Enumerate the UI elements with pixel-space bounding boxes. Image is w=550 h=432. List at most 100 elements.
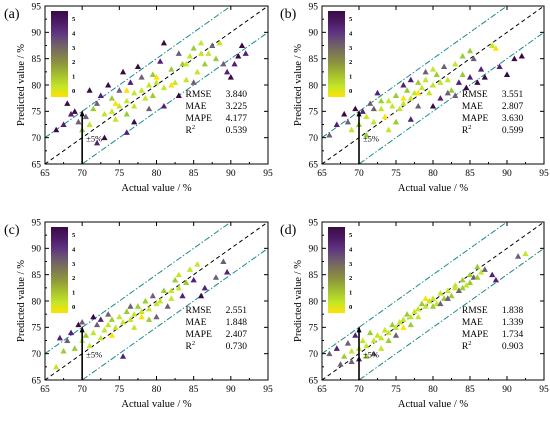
metric-value: 0.730 [226, 342, 248, 352]
colorbar-tick-label: 0 [349, 304, 352, 311]
data-point [352, 105, 359, 112]
data-point [422, 303, 429, 309]
y-axis-title: Predicted value / % [16, 44, 27, 126]
data-point [168, 295, 175, 301]
y-tick-label: 90 [32, 245, 42, 255]
data-point [56, 334, 63, 341]
colorbar-tick-label: 4 [349, 246, 353, 253]
data-point [60, 347, 67, 354]
data-point [374, 332, 381, 338]
data-point [378, 105, 385, 112]
data-point [168, 287, 175, 293]
metric-value: 1.339 [502, 318, 524, 328]
data-point [112, 116, 119, 122]
data-point [363, 113, 370, 120]
data-point [183, 60, 190, 67]
data-point [452, 92, 459, 99]
data-point [474, 79, 481, 85]
x-tick-label: 85 [465, 385, 475, 395]
data-point [363, 353, 370, 359]
metric-value: 0.539 [226, 126, 248, 136]
data-point [198, 292, 205, 299]
data-point [153, 79, 160, 85]
data-point [175, 92, 182, 99]
data-point [422, 68, 429, 75]
data-point [153, 313, 160, 320]
data-point [183, 279, 190, 286]
data-point [459, 71, 466, 77]
data-point [93, 321, 101, 328]
data-point [164, 303, 171, 309]
data-point [127, 316, 134, 322]
data-point [415, 313, 422, 320]
x-tick-label: 70 [354, 385, 364, 395]
x-tick-label: 90 [226, 169, 236, 179]
data-point [160, 84, 168, 91]
data-point [97, 92, 104, 99]
data-point [400, 100, 407, 106]
colorbar-tick-label: 2 [72, 59, 75, 66]
x-tick-label: 95 [539, 169, 549, 179]
colorbar-tick-label: 2 [349, 275, 352, 282]
data-point [171, 79, 179, 85]
data-point [452, 284, 459, 291]
data-point [515, 253, 522, 259]
data-point [138, 308, 145, 315]
data-point [75, 321, 82, 328]
data-point [75, 118, 82, 125]
data-point [407, 321, 414, 328]
data-point [149, 292, 156, 299]
metric-value: 0.599 [502, 126, 524, 136]
data-point [496, 63, 503, 70]
data-point [82, 332, 89, 338]
data-point [352, 332, 359, 338]
x-tick-label: 90 [502, 385, 512, 395]
data-point [108, 316, 115, 322]
data-point [131, 102, 138, 109]
x-tick-label: 65 [40, 169, 50, 179]
metric-name: MAPE [462, 330, 489, 340]
data-point [198, 39, 205, 46]
data-point [474, 274, 481, 280]
data-point [474, 263, 481, 270]
data-point [392, 92, 400, 99]
data-point [145, 81, 153, 88]
data-point [429, 81, 437, 88]
y-tick-label: 85 [309, 271, 319, 281]
data-point [138, 87, 145, 93]
data-point [101, 110, 108, 117]
data-point [108, 95, 115, 101]
data-point [466, 47, 474, 54]
data-point [116, 87, 123, 93]
data-point [426, 89, 433, 96]
data-point [459, 284, 466, 291]
data-point [404, 87, 411, 93]
y-tick-label: 65 [309, 376, 319, 386]
data-points [53, 258, 231, 370]
data-point [385, 126, 392, 133]
y-tick-label: 85 [32, 55, 42, 65]
data-point [415, 305, 422, 312]
data-point [337, 361, 344, 367]
metric-name: R2 [185, 124, 195, 136]
data-point [108, 332, 115, 338]
data-point [407, 95, 414, 101]
identity-line [45, 6, 268, 164]
colorbar-tick-label: 3 [349, 45, 353, 52]
data-point [470, 55, 477, 62]
data-point [429, 295, 437, 301]
data-point [242, 50, 249, 56]
y-tick-label: 80 [32, 81, 42, 91]
band-label: ±5% [363, 133, 379, 143]
data-point [429, 66, 437, 72]
data-point [385, 337, 392, 343]
data-point [157, 297, 164, 304]
colorbar-tick-label: 0 [72, 88, 75, 95]
y-tick-label: 80 [309, 81, 319, 91]
y-tick-label: 80 [32, 297, 42, 307]
data-point [160, 287, 168, 293]
colorbar-tick-label: 1 [72, 290, 75, 297]
metric-name: RMSE [185, 90, 211, 100]
data-point [131, 311, 138, 317]
data-point [175, 271, 182, 278]
